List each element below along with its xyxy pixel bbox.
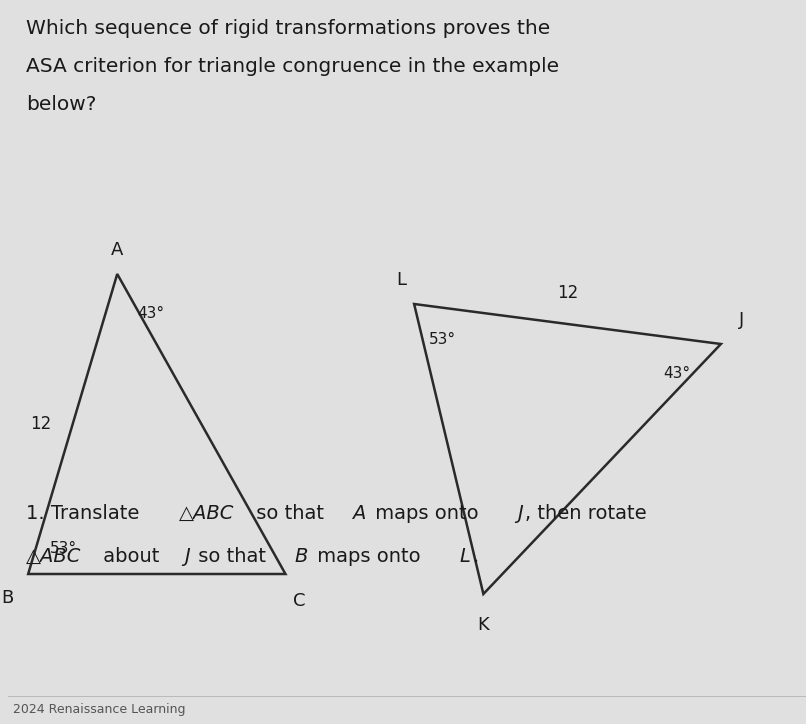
Text: K: K [477, 616, 489, 634]
Text: △ABC: △ABC [179, 504, 235, 523]
Text: 1. Translate: 1. Translate [26, 504, 146, 523]
Text: so that: so that [192, 547, 272, 566]
Text: maps onto: maps onto [311, 547, 427, 566]
Text: .: . [473, 547, 480, 566]
Text: J: J [185, 547, 190, 566]
Text: 53°: 53° [429, 332, 456, 347]
Text: below?: below? [26, 95, 97, 114]
Text: A: A [352, 504, 365, 523]
Text: L: L [459, 547, 470, 566]
Text: C: C [293, 592, 306, 610]
Text: B: B [294, 547, 308, 566]
Text: Which sequence of rigid transformations proves the: Which sequence of rigid transformations … [26, 19, 550, 38]
Text: J: J [739, 311, 744, 329]
Text: B: B [1, 589, 14, 607]
Text: 43°: 43° [663, 366, 691, 381]
Text: 43°: 43° [137, 306, 164, 321]
Text: 53°: 53° [50, 541, 77, 556]
Text: 2024 Renaissance Learning: 2024 Renaissance Learning [14, 703, 186, 716]
Text: 12: 12 [30, 415, 51, 433]
Text: , then rotate: , then rotate [525, 504, 646, 523]
Text: A: A [111, 241, 123, 259]
Text: ASA criterion for triangle congruence in the example: ASA criterion for triangle congruence in… [26, 57, 559, 76]
Text: J: J [517, 504, 523, 523]
Text: L: L [397, 271, 406, 289]
Text: maps onto: maps onto [369, 504, 485, 523]
Text: 12: 12 [557, 284, 578, 302]
Text: so that: so that [250, 504, 330, 523]
Text: about: about [97, 547, 165, 566]
Text: △ABC: △ABC [26, 547, 81, 566]
